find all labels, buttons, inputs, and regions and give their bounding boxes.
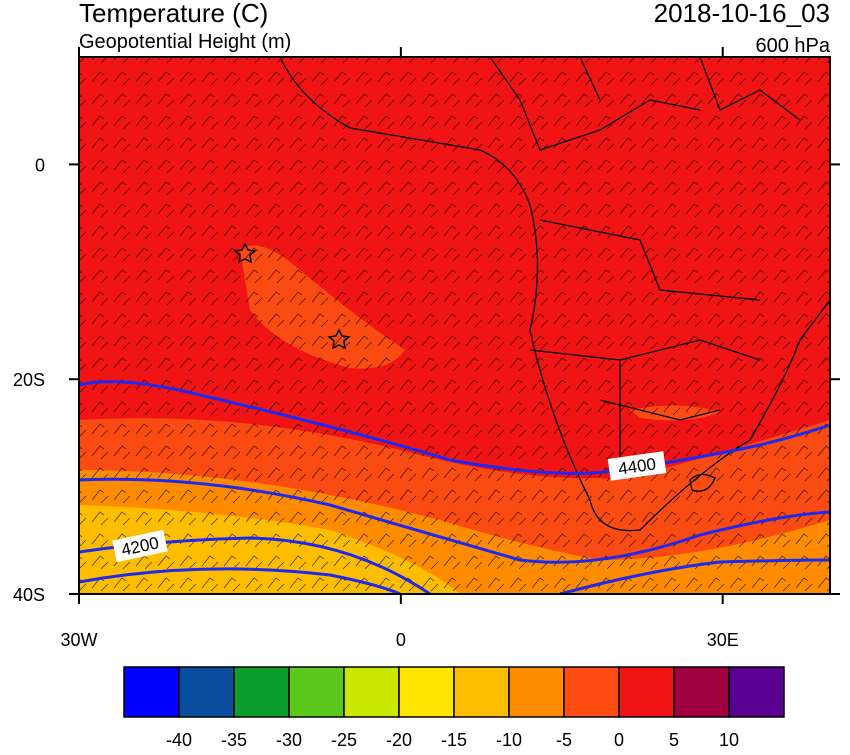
colorbar-label: -30 [276,730,302,750]
colorbar-label: -10 [496,730,522,750]
x-tick-label: 30W [60,630,97,650]
colorbar-box [233,666,290,718]
colorbar-box [563,666,620,718]
marker [233,242,351,350]
axes: 30W 0 30E 0 20S 40S [13,47,840,650]
colorbar-box [728,666,785,718]
colorbar-label: -40 [166,730,192,750]
y-tick-label: 20S [13,370,45,390]
contour-label-box [112,529,168,563]
colorbar-box [453,666,510,718]
colorbar-label: -15 [441,730,467,750]
colorbar-label: -25 [331,730,357,750]
colorbar-box [123,666,180,718]
valid-time: 2018-10-16_03 [654,0,830,28]
height-contour [79,380,830,475]
colorbar: -40 -35 -30 -25 -20 -15 -10 -5 0 5 10 [123,666,785,750]
map-frame [78,56,831,595]
colorbar-label: -5 [556,730,572,750]
wind-barbs [79,57,830,594]
colorbar-box [398,666,455,718]
x-tick-label: 30E [707,630,739,650]
colorbar-label: -20 [386,730,412,750]
colorbar-label: 0 [614,730,624,750]
map-area [79,57,830,594]
colorbar-label: 5 [669,730,679,750]
contour-label-box [607,451,667,481]
title: Temperature (C) [79,0,268,28]
colorbar-box [508,666,565,718]
level: 600 hPa [755,35,830,57]
coastline [279,57,830,532]
height-contour [79,477,830,564]
y-tick-label: 40S [13,585,45,605]
colorbar-label: -35 [221,730,247,750]
colorbar-box [343,666,400,718]
height-contour [79,567,401,594]
y-tick-label: 0 [35,155,45,175]
colorbar-box [288,666,345,718]
colorbar-box [178,666,235,718]
subtitle: Geopotential Height (m) [79,31,291,53]
x-tick-label: 0 [396,630,406,650]
colorbar-box [618,666,675,718]
colorbar-label: 10 [719,730,739,750]
colorbar-box [673,666,730,718]
